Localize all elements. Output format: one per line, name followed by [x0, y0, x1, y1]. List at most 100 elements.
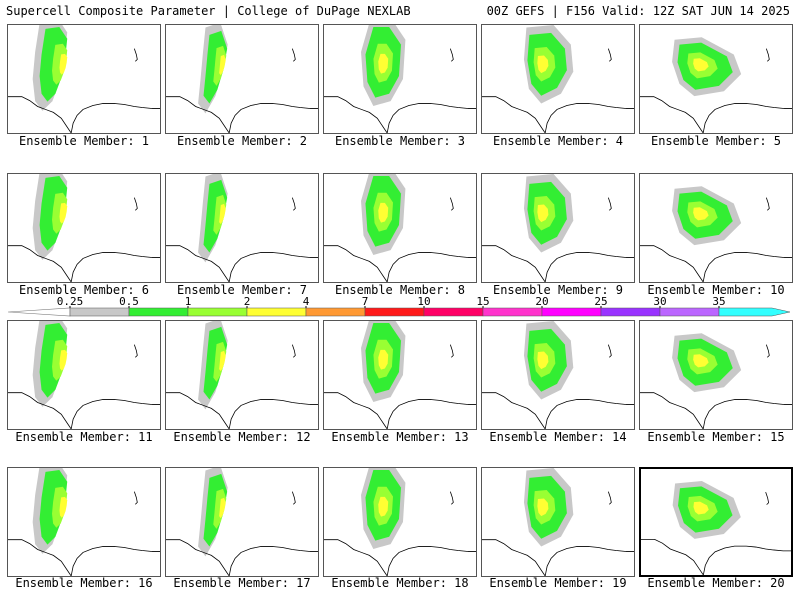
ensemble-member-label: Ensemble Member: 17 [173, 576, 311, 590]
scp-contour-field [198, 321, 228, 410]
coastline [166, 392, 318, 429]
ensemble-member-panel[interactable] [639, 24, 793, 134]
color-scale-bar: 0.25 0.5 1 2 4 7 10 15 20 25 30 35 [8, 296, 791, 317]
coastline [640, 245, 792, 282]
member-map [482, 25, 634, 133]
member-map [640, 333, 792, 429]
member-map [166, 321, 318, 429]
scp-contour-field [523, 321, 574, 400]
map-title: Supercell Composite Parameter | College … [6, 4, 411, 18]
ensemble-member-panel[interactable] [7, 24, 161, 134]
colorbar-tick-label: 30 [653, 296, 666, 308]
ensemble-member-label: Ensemble Member: 9 [492, 283, 624, 297]
scp-contour-field [523, 25, 574, 104]
coastline [641, 538, 791, 575]
coastline [324, 539, 476, 576]
scp-contour-field [32, 174, 68, 260]
colorbar-segment [305, 307, 366, 317]
member-map [482, 468, 634, 576]
coastline [324, 96, 476, 133]
coastline [8, 539, 160, 576]
colorbar-tick-label: 1 [185, 296, 192, 308]
colorbar-tick-label: 25 [594, 296, 607, 308]
ensemble-member-panel[interactable] [639, 173, 793, 283]
island-outline [765, 344, 770, 358]
scp-contour-field [198, 174, 228, 263]
member-map [166, 174, 318, 282]
ensemble-member-panel[interactable] [639, 467, 793, 577]
island-outline [291, 48, 296, 62]
member-map [482, 174, 634, 282]
scp-contour-field [672, 481, 741, 539]
colorbar-tick-label: 15 [476, 296, 489, 308]
island-outline [449, 48, 454, 62]
ensemble-member-panel[interactable] [165, 24, 319, 134]
ensemble-member-label: Ensemble Member: 16 [15, 576, 153, 590]
island-outline [765, 48, 770, 62]
ensemble-member-panel[interactable] [7, 320, 161, 430]
coastline [8, 96, 160, 133]
scp-contour-field [32, 25, 68, 111]
colorbar-segment [69, 307, 130, 317]
island-outline [291, 344, 296, 358]
member-map [324, 174, 476, 282]
colorbar-segment [600, 307, 661, 317]
island-outline [133, 197, 138, 211]
ensemble-member-panel[interactable] [323, 173, 477, 283]
scp-contour-field [361, 25, 406, 106]
member-map [640, 186, 792, 282]
member-map [8, 321, 160, 429]
island-outline [607, 48, 612, 62]
coastline [482, 245, 634, 282]
ensemble-member-panel[interactable] [639, 320, 793, 430]
scp-contour-field [361, 468, 406, 549]
coastline [166, 539, 318, 576]
ensemble-member-panel[interactable] [481, 320, 635, 430]
coastline [640, 96, 792, 133]
coastline [8, 245, 160, 282]
coastline [324, 245, 476, 282]
member-map [166, 468, 318, 576]
ensemble-member-panel[interactable] [481, 173, 635, 283]
member-map [324, 25, 476, 133]
island-outline [449, 344, 454, 358]
coastline [482, 96, 634, 133]
colorbar-segment [364, 307, 425, 317]
island-outline [291, 491, 296, 505]
scp-contour-field [198, 468, 228, 557]
coastline [8, 392, 160, 429]
member-map [482, 321, 634, 429]
island-outline [607, 491, 612, 505]
ensemble-member-panel[interactable] [165, 320, 319, 430]
ensemble-member-panel[interactable] [323, 320, 477, 430]
ensemble-member-panel[interactable] [7, 467, 161, 577]
scp-contour-field [672, 37, 742, 97]
ensemble-member-panel[interactable] [481, 467, 635, 577]
ensemble-member-panel[interactable] [165, 467, 319, 577]
ensemble-member-panel[interactable] [323, 467, 477, 577]
scp-contour-field [198, 25, 228, 114]
member-map [8, 468, 160, 576]
island-outline [133, 491, 138, 505]
colorbar-segment [128, 307, 189, 317]
island-outline [607, 344, 612, 358]
ensemble-member-label: Ensemble Member: 19 [489, 576, 627, 590]
ensemble-member-panel[interactable] [481, 24, 635, 134]
member-map [324, 468, 476, 576]
island-outline [449, 491, 454, 505]
colorbar-start-arrow [8, 307, 71, 317]
run-valid-time: 00Z GEFS | F156 Valid: 12Z SAT JUN 14 20… [486, 4, 790, 18]
ensemble-member-panel[interactable] [7, 173, 161, 283]
ensemble-member-panel[interactable] [165, 173, 319, 283]
colorbar-segment [659, 307, 720, 317]
colorbar-segment [482, 307, 543, 317]
ensemble-member-panel[interactable] [323, 24, 477, 134]
ensemble-member-label: Ensemble Member: 2 [176, 134, 308, 148]
ensemble-member-label: Ensemble Member: 14 [489, 430, 627, 444]
island-outline [291, 197, 296, 211]
colorbar-segment [423, 307, 484, 317]
scp-contour-field [523, 468, 574, 547]
scp-contour-field [523, 174, 574, 253]
colorbar-tick-label: 10 [417, 296, 430, 308]
island-outline [765, 492, 770, 505]
